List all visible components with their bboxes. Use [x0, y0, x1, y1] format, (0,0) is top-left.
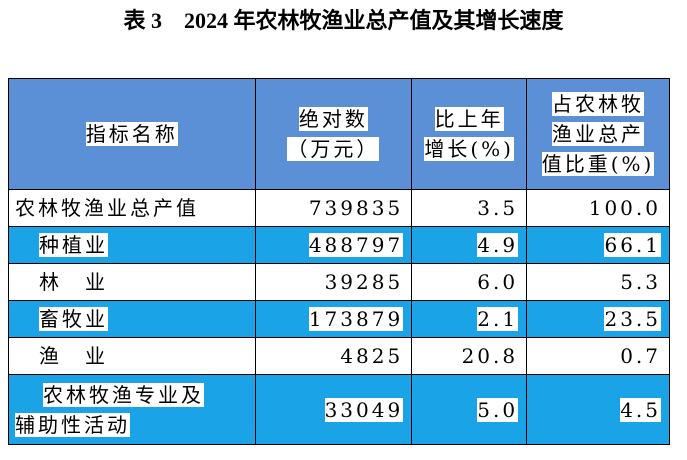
value-cell: 4.9 — [411, 226, 528, 264]
cell-value: 5.0 — [477, 397, 519, 422]
cell-value: 4.5 — [620, 397, 661, 422]
header-text: 比上年 — [434, 107, 504, 131]
row-label: 辅助性活动 — [15, 412, 130, 437]
value-cell: 6.0 — [411, 263, 528, 301]
table-row: 渔 业 4825 20.8 0.7 — [8, 337, 670, 375]
value-cell: 33049 — [254, 374, 413, 445]
table-row: 林 业 39285 6.0 5.3 — [8, 263, 670, 301]
row-label-cell: 种植业 — [8, 226, 256, 264]
cell-value: 3.5 — [477, 196, 519, 220]
table-row: 种植业 488797 4.9 66.1 — [8, 226, 670, 264]
value-cell: 100.0 — [526, 189, 670, 227]
header-cell: 比上年增长(%) — [411, 78, 528, 190]
cell-value: 6.0 — [477, 270, 519, 294]
value-cell: 4.5 — [526, 374, 670, 445]
value-cell: 66.1 — [526, 226, 670, 264]
cell-value: 23.5 — [604, 307, 661, 331]
row-label-cell: 渔 业 — [8, 337, 256, 375]
header-row: 指标名称 绝对数 （万元） 比上年 增长(%) 占农林牧 渔业总产 值比重(%) — [8, 78, 670, 190]
table-row: 农林牧渔专业及辅助性活动 33049 5.0 4.5 — [8, 374, 670, 445]
row-label-cell: 畜牧业 — [8, 300, 256, 338]
header-cell: 指标名称 — [8, 78, 256, 190]
cell-value: 5.3 — [620, 270, 661, 294]
header-text: 绝对数 — [298, 107, 368, 131]
header-cell: 占农林牧渔业总产值比重(%) — [526, 78, 670, 190]
value-cell: 488797 — [254, 226, 413, 264]
table-row: 畜牧业 173879 2.1 23.5 — [8, 300, 670, 338]
cell-value: 488797 — [308, 233, 404, 257]
header-cell: 绝对数 （万元） — [254, 78, 413, 190]
value-cell: 4825 — [254, 337, 413, 375]
cell-value: 0.7 — [620, 344, 661, 368]
row-label: 畜牧业 — [39, 307, 108, 331]
value-cell: 739835 — [254, 189, 413, 227]
row-label: 种植业 — [39, 233, 108, 257]
row-label: 渔 业 — [39, 344, 108, 368]
header-text: 指标名称 — [85, 122, 178, 146]
cell-value: 173879 — [308, 307, 404, 331]
value-cell: 5.0 — [411, 374, 528, 445]
value-cell: 173879 — [254, 300, 413, 338]
header-text: 值比重(%) — [541, 152, 655, 176]
row-label: 农林牧渔专业及 — [43, 382, 204, 407]
table-body: 指标名称 绝对数 （万元） 比上年 增长(%) 占农林牧 渔业总产 值比重(%) 农林牧渔业总产… — [8, 78, 670, 445]
cell-value: 33049 — [324, 397, 404, 422]
value-cell: 0.7 — [526, 337, 670, 375]
cell-value: 20.8 — [461, 344, 519, 368]
data-table: 指标名称 绝对数 （万元） 比上年 增长(%) 占农林牧 渔业总产 值比重(%) 农林牧渔业总产… — [8, 78, 670, 445]
value-cell: 3.5 — [411, 189, 528, 227]
value-cell: 5.3 — [526, 263, 670, 301]
cell-value: 739835 — [308, 196, 404, 220]
table-row: 农林牧渔业总产值 739835 3.5 100.0 — [8, 189, 670, 227]
cell-value: 66.1 — [604, 233, 661, 257]
row-label-cell: 农林牧渔专业及辅助性活动 — [8, 374, 256, 445]
row-label-cell: 农林牧渔业总产值 — [8, 189, 256, 227]
row-label: 农林牧渔业总产值 — [15, 196, 199, 220]
row-label: 林 业 — [39, 270, 108, 294]
value-cell: 20.8 — [411, 337, 528, 375]
header-text: 增长(%) — [424, 137, 514, 161]
cell-value: 100.0 — [588, 196, 661, 220]
header-text: （万元） — [287, 137, 380, 161]
header-text: 渔业总产 — [552, 122, 645, 146]
table-title: 表 3 2024 年农林牧渔业总产值及其增长速度 — [123, 8, 564, 33]
value-cell: 39285 — [254, 263, 413, 301]
cell-value: 39285 — [324, 270, 404, 294]
cell-value: 2.1 — [477, 307, 519, 331]
value-cell: 23.5 — [526, 300, 670, 338]
cell-value: 4.9 — [477, 233, 519, 257]
value-cell: 2.1 — [411, 300, 528, 338]
cell-value: 4825 — [340, 344, 404, 368]
header-text: 占农林牧 — [552, 92, 645, 116]
row-label-cell: 林 业 — [8, 263, 256, 301]
